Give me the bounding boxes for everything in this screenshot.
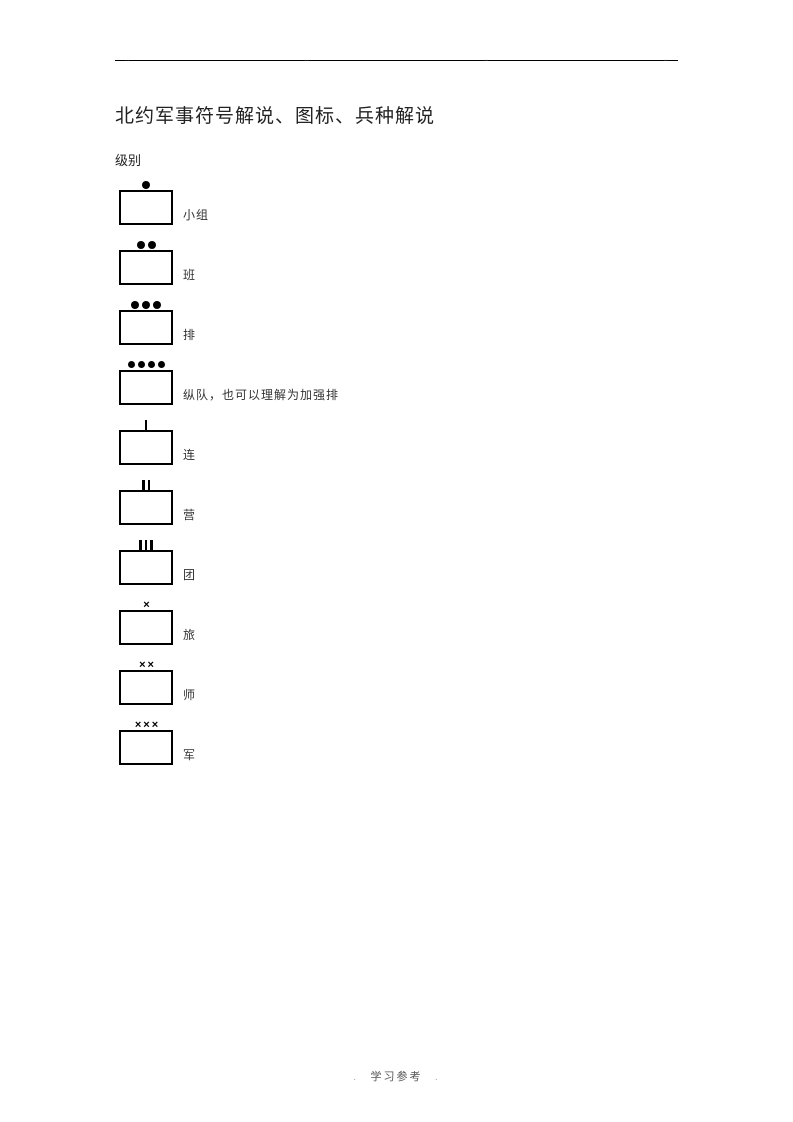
symbol-row: ××师 — [115, 659, 678, 705]
echelon-modifier — [131, 299, 161, 310]
symbol-label: 营 — [183, 506, 196, 525]
echelon-modifier — [145, 419, 148, 430]
vbar-icon — [145, 540, 148, 550]
echelon-modifier: ×× — [139, 659, 153, 670]
unit-frame — [119, 730, 173, 765]
symbol-row: 班 — [115, 239, 678, 285]
page-title: 北约军事符号解说、图标、兵种解说 — [115, 101, 678, 128]
echelon-modifier: × — [143, 599, 148, 610]
symbol-label: 连 — [183, 446, 196, 465]
unit-symbol — [115, 419, 177, 465]
section-header: 级别 — [115, 150, 678, 169]
unit-frame — [119, 310, 173, 345]
unit-frame — [119, 610, 173, 645]
echelon-modifier — [128, 359, 165, 370]
echelon-modifier — [137, 239, 156, 250]
unit-symbol — [115, 299, 177, 345]
x-icon: × — [152, 720, 157, 730]
unit-symbol — [115, 479, 177, 525]
unit-symbol: ××× — [115, 719, 177, 765]
vbar-icon — [139, 540, 142, 550]
echelon-modifier — [142, 479, 150, 490]
symbol-label: 军 — [183, 746, 196, 765]
dot-icon — [142, 181, 150, 189]
dot-icon — [131, 301, 139, 309]
symbol-label: 团 — [183, 566, 196, 585]
unit-frame — [119, 430, 173, 465]
echelon-modifier — [142, 179, 150, 190]
vbar-icon — [150, 540, 153, 550]
symbol-row: 小组 — [115, 179, 678, 225]
symbol-label: 小组 — [183, 206, 209, 225]
x-icon: × — [143, 720, 148, 730]
symbol-row: 纵队，也可以理解为加强排 — [115, 359, 678, 405]
symbol-label: 纵队，也可以理解为加强排 — [183, 386, 339, 405]
x-icon: × — [135, 720, 140, 730]
symbol-row: ×旅 — [115, 599, 678, 645]
header-rule: ........ — [115, 60, 678, 61]
vbar-icon — [145, 420, 148, 430]
symbol-label: 排 — [183, 326, 196, 345]
unit-frame — [119, 190, 173, 225]
header-dots: ........ — [115, 53, 678, 63]
unit-frame — [119, 550, 173, 585]
symbol-list: 小组班排纵队，也可以理解为加强排连营团×旅××师×××军 — [115, 179, 678, 779]
echelon-modifier — [139, 539, 153, 550]
unit-symbol — [115, 179, 177, 225]
symbol-label: 班 — [183, 266, 196, 285]
unit-symbol — [115, 239, 177, 285]
page-footer: . 学习参考 . — [0, 1068, 793, 1084]
symbol-row: 营 — [115, 479, 678, 525]
dot-icon — [148, 241, 156, 249]
dot-icon — [148, 361, 155, 368]
echelon-modifier: ××× — [135, 719, 157, 730]
symbol-row: 连 — [115, 419, 678, 465]
x-icon: × — [143, 600, 148, 610]
unit-frame — [119, 490, 173, 525]
unit-frame — [119, 250, 173, 285]
unit-symbol — [115, 539, 177, 585]
unit-frame — [119, 670, 173, 705]
document-page: ........ 北约军事符号解说、图标、兵种解说 级别 小组班排纵队，也可以理… — [0, 0, 793, 819]
dot-icon — [158, 361, 165, 368]
dot-icon — [128, 361, 135, 368]
x-icon: × — [148, 660, 153, 670]
footer-text: 学习参考 — [371, 1071, 423, 1083]
symbol-label: 师 — [183, 686, 196, 705]
unit-symbol — [115, 359, 177, 405]
dot-icon — [142, 301, 150, 309]
symbol-row: 团 — [115, 539, 678, 585]
symbol-row: 排 — [115, 299, 678, 345]
unit-symbol: × — [115, 599, 177, 645]
dot-icon — [137, 241, 145, 249]
unit-frame — [119, 370, 173, 405]
dot-icon — [153, 301, 161, 309]
dot-icon — [138, 361, 145, 368]
symbol-label: 旅 — [183, 626, 196, 645]
x-icon: × — [139, 660, 144, 670]
unit-symbol: ×× — [115, 659, 177, 705]
vbar-icon — [142, 480, 145, 490]
vbar-icon — [148, 480, 151, 490]
symbol-row: ×××军 — [115, 719, 678, 765]
